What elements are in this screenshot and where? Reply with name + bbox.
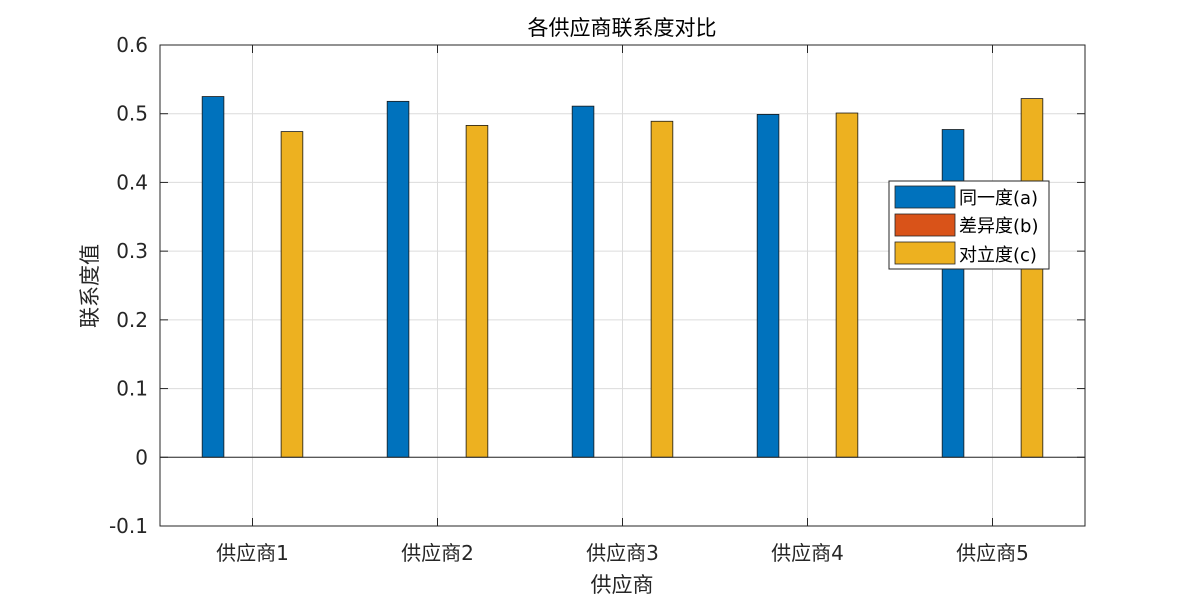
chart-title: 各供应商联系度对比: [528, 16, 717, 40]
legend: 同一度(a) 差异度(b) 对立度(c): [888, 180, 1050, 270]
y-tick-label: 0.4: [116, 170, 148, 194]
x-axis-label: 供应商: [591, 573, 654, 597]
x-tick-label: 供应商5: [956, 541, 1029, 565]
bar: [571, 105, 595, 458]
x-tick-label: 供应商3: [586, 541, 659, 565]
y-tick-label: -0.1: [109, 514, 148, 538]
bar: [941, 129, 965, 458]
y-tick-label: 0.6: [116, 33, 148, 57]
bar: [835, 112, 859, 458]
x-tick-label: 供应商1: [216, 541, 289, 565]
bar: [280, 131, 304, 458]
y-axis-ticks: -0.1 0 0.1 0.2 0.3 0.4 0.5 0.6: [109, 33, 1085, 538]
bar: [465, 124, 489, 458]
legend-label: 对立度(c): [959, 245, 1037, 266]
x-tick-label: 供应商4: [771, 541, 844, 565]
legend-label: 差异度(b): [959, 216, 1038, 237]
legend-swatch: [894, 213, 956, 237]
x-axis-ticks: 供应商1 供应商2 供应商3 供应商4 供应商5: [216, 45, 1029, 565]
y-tick-label: 0.5: [116, 102, 148, 126]
legend-swatch: [894, 185, 956, 209]
bar: [650, 120, 674, 458]
y-tick-label: 0.2: [116, 308, 148, 332]
y-tick-label: 0: [135, 445, 148, 469]
bar: [1020, 98, 1044, 458]
bar: [201, 96, 225, 458]
bar: [386, 100, 410, 458]
y-tick-label: 0.1: [116, 377, 148, 401]
y-axis-label: 联系度值: [78, 244, 102, 328]
bar: [756, 114, 780, 458]
legend-swatch: [894, 241, 956, 265]
x-tick-label: 供应商2: [401, 541, 474, 565]
y-tick-label: 0.3: [116, 239, 148, 263]
legend-label: 同一度(a): [959, 188, 1038, 209]
